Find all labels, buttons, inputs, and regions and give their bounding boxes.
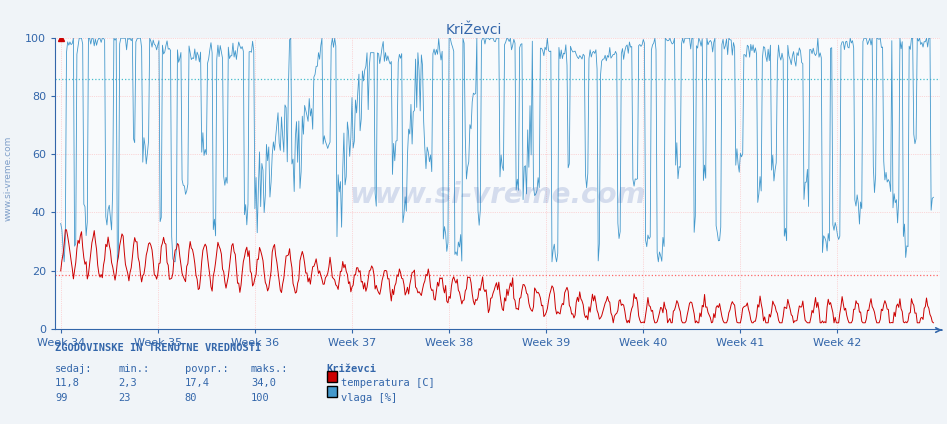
Text: 11,8: 11,8 xyxy=(55,378,80,388)
Text: 80: 80 xyxy=(185,393,197,404)
Text: 34,0: 34,0 xyxy=(251,378,276,388)
Text: temperatura [C]: temperatura [C] xyxy=(341,378,435,388)
Text: sedaj:: sedaj: xyxy=(55,364,93,374)
Text: 17,4: 17,4 xyxy=(185,378,209,388)
Text: ZGODOVINSKE IN TRENUTNE VREDNOSTI: ZGODOVINSKE IN TRENUTNE VREDNOSTI xyxy=(55,343,261,354)
Text: 99: 99 xyxy=(55,393,67,404)
Text: 100: 100 xyxy=(251,393,270,404)
Text: vlaga [%]: vlaga [%] xyxy=(341,393,397,404)
Text: 23: 23 xyxy=(118,393,131,404)
Text: min.:: min.: xyxy=(118,364,150,374)
Text: 2,3: 2,3 xyxy=(118,378,137,388)
Text: maks.:: maks.: xyxy=(251,364,289,374)
Text: povpr.:: povpr.: xyxy=(185,364,228,374)
Text: www.si-vreme.com: www.si-vreme.com xyxy=(349,181,646,209)
Text: KriŽevci: KriŽevci xyxy=(445,23,502,37)
Text: Križevci: Križevci xyxy=(327,364,377,374)
Text: www.si-vreme.com: www.si-vreme.com xyxy=(4,135,13,221)
